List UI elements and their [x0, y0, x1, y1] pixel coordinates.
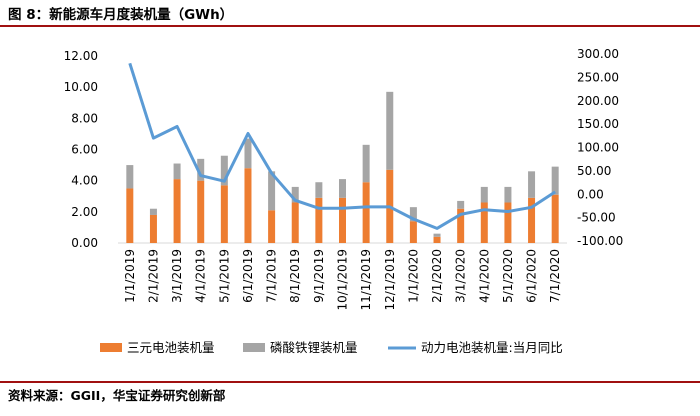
bar-ternary	[339, 197, 346, 243]
bar-lfp	[197, 158, 205, 181]
bar-lfp	[528, 171, 536, 198]
bar-lfp	[409, 207, 417, 222]
bar-lfp	[268, 171, 276, 211]
bar-ternary	[291, 202, 299, 243]
bar-ternary	[197, 180, 205, 243]
x-tick-label: 9/1/2019	[312, 249, 326, 303]
left-y-tick-label: 6.00	[71, 143, 98, 157]
figure-title: 图 8：新能源车月度装机量（GWh）	[8, 7, 234, 23]
legend-yoy-label: 动力电池装机量:当月同比	[421, 340, 563, 355]
legend-lfp-label: 磷酸铁锂装机量	[270, 340, 358, 355]
bar-ternary	[457, 208, 465, 243]
source-note: 资料来源：GGII，华宝证券研究创新部	[8, 388, 226, 403]
x-tick-label: 4/1/2020	[477, 249, 491, 303]
x-tick-label: 8/1/2019	[288, 249, 302, 303]
left-y-tick-label: 12.00	[64, 49, 98, 63]
legend-ternary-label: 三元电池装机量	[127, 340, 215, 355]
bar-ternary	[220, 185, 228, 243]
bar-ternary	[315, 197, 323, 243]
bar-ternary	[433, 236, 441, 243]
right-y-tick-label: 0.00	[577, 187, 604, 201]
right-y-tick-label: -50.00	[577, 211, 616, 225]
chart: 0.00 2.00 4.00 6.00 8.00 10.00 12.00 -100.00 -50…	[64, 47, 624, 355]
bar-ternary	[173, 179, 181, 243]
bar-ternary	[551, 194, 559, 243]
bar-lfp	[291, 186, 299, 203]
left-y-tick-label: 8.00	[71, 111, 98, 125]
left-y-tick-label: 0.00	[71, 236, 98, 250]
bar-lfp	[504, 186, 512, 203]
right-y-tick-label: 300.00	[577, 47, 619, 61]
bar-lfp	[220, 155, 228, 186]
x-tick-label: 6/1/2019	[241, 249, 255, 303]
bar-lfp	[362, 144, 370, 183]
bar-ternary	[504, 202, 512, 243]
left-y-tick-label: 2.00	[71, 205, 98, 219]
bar-ternary	[480, 202, 488, 243]
bar-lfp	[244, 138, 252, 169]
x-tick-label: 1/1/2020	[406, 249, 420, 303]
bar-lfp	[173, 163, 181, 180]
bar-lfp	[551, 166, 559, 195]
x-tick-label: 5/1/2020	[501, 249, 515, 303]
right-y-tick-label: 50.00	[577, 164, 611, 178]
right-y-tick-label: -100.00	[577, 234, 623, 248]
right-y-tick-label: 250.00	[577, 70, 619, 84]
x-tick-label: 1/1/2019	[123, 249, 137, 303]
right-y-tick-label: 200.00	[577, 94, 619, 108]
x-tick-label: 2/1/2020	[430, 249, 444, 303]
x-tick-label: 2/1/2019	[146, 249, 160, 303]
x-tick-label: 4/1/2019	[194, 249, 208, 303]
x-tick-label: 7/1/2020	[548, 249, 562, 303]
x-tick-label: 10/1/2019	[336, 249, 350, 311]
bar-ternary	[268, 210, 276, 243]
right-y-tick-label: 100.00	[577, 141, 619, 155]
bar-ternary	[149, 214, 157, 243]
bar-lfp	[386, 91, 394, 170]
header-divider	[0, 25, 700, 27]
bar-lfp	[457, 200, 465, 209]
bar-ternary	[409, 221, 417, 243]
bar-lfp	[315, 182, 323, 198]
legend-ternary-swatch	[100, 343, 122, 352]
right-y-tick-label: 150.00	[577, 117, 619, 131]
x-tick-label: 12/1/2019	[383, 249, 397, 311]
x-tick-label: 5/1/2019	[217, 249, 231, 303]
legend-lfp-swatch	[243, 343, 265, 352]
footer-divider	[0, 381, 700, 383]
x-tick-label: 3/1/2019	[170, 249, 184, 303]
bar-lfp	[149, 208, 157, 215]
x-tick-label: 11/1/2019	[359, 249, 373, 311]
x-tick-label: 3/1/2020	[454, 249, 468, 303]
x-tick-label: 6/1/2020	[525, 249, 539, 303]
bar-ternary	[528, 197, 536, 243]
bar-ternary	[126, 188, 134, 243]
bar-ternary	[244, 168, 252, 243]
bar-lfp	[480, 186, 488, 203]
bar-lfp	[126, 165, 134, 189]
x-tick-label: 7/1/2019	[265, 249, 279, 303]
bar-lfp	[433, 233, 441, 237]
left-y-tick-label: 4.00	[71, 174, 98, 188]
bar-ternary	[362, 182, 370, 243]
bar-lfp	[339, 179, 346, 198]
left-y-tick-label: 10.00	[64, 80, 98, 94]
